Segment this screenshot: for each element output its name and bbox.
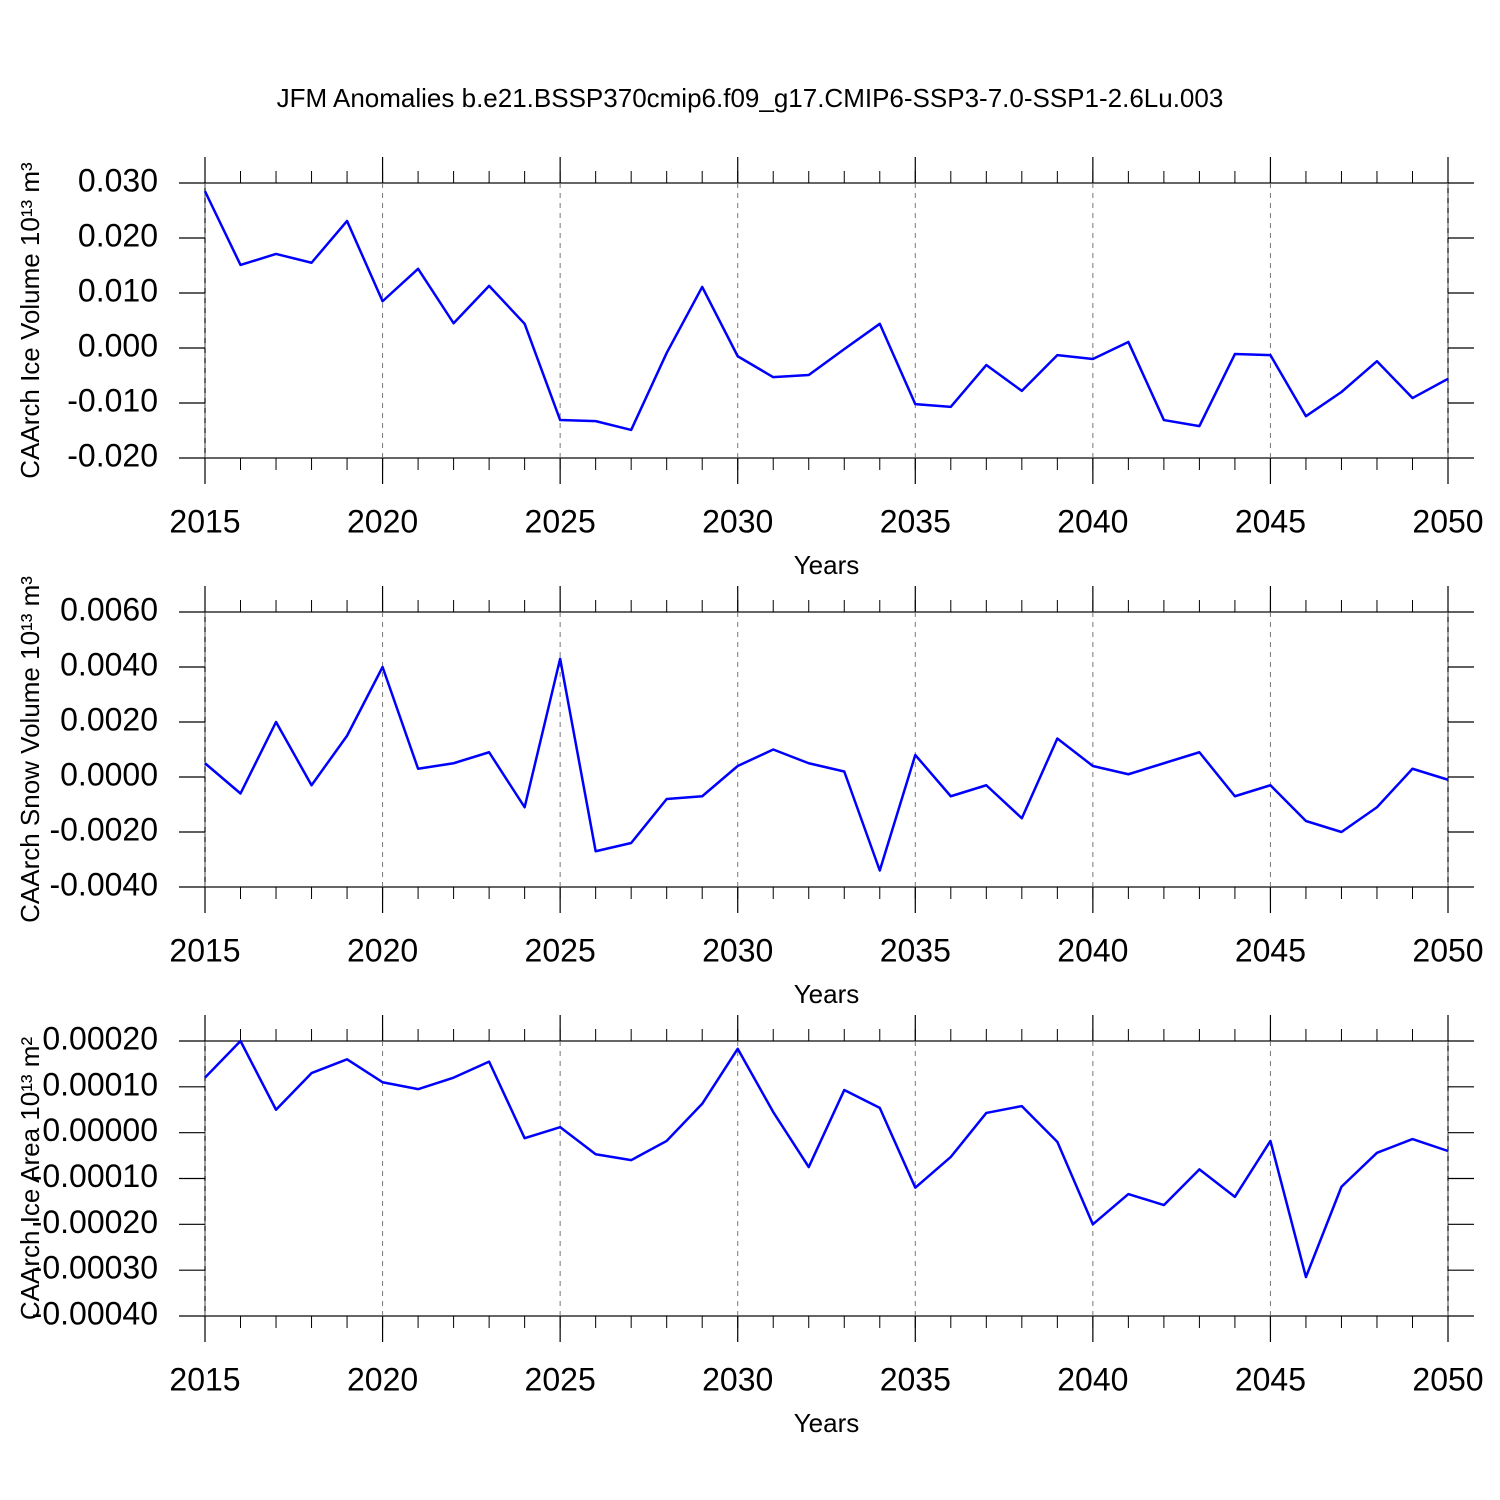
y-tick-label: 0.0040: [60, 646, 158, 682]
x-tick-label: 2030: [702, 503, 773, 539]
x-tick-label: 2035: [880, 1361, 951, 1397]
y-axis-label: CAArch Ice Area 10¹³ m²: [15, 1037, 45, 1321]
x-tick-label: 2050: [1412, 932, 1483, 968]
x-tick-label: 2040: [1057, 932, 1128, 968]
x-tick-label: 2045: [1235, 503, 1306, 539]
y-tick-label: 0.00020: [42, 1020, 158, 1056]
y-tick-label: -0.010: [67, 382, 158, 418]
y-tick-label: 0.0060: [60, 591, 158, 627]
data-line: [204, 657, 1449, 872]
x-tick-label: 2035: [880, 503, 951, 539]
x-tick-label: 2025: [525, 932, 596, 968]
y-tick-label: 0.020: [78, 217, 158, 253]
x-tick-label: 2035: [880, 932, 951, 968]
x-tick-label: 2030: [702, 932, 773, 968]
x-tick-label: 2025: [525, 503, 596, 539]
figure-title: JFM Anomalies b.e21.BSSP370cmip6.f09_g17…: [277, 83, 1224, 113]
x-tick-label: 2045: [1235, 1361, 1306, 1397]
y-tick-label: -0.0040: [49, 866, 158, 902]
y-tick-label: 0.010: [78, 272, 158, 308]
data-line: [203, 190, 1449, 432]
y-tick-label: -0.020: [67, 437, 158, 473]
x-tick-label: 2040: [1057, 1361, 1128, 1397]
x-tick-label: 2020: [347, 932, 418, 968]
y-axis-label: CAArch Ice Volume 10¹³ m³: [15, 162, 45, 479]
y-tick-label: -0.00020: [32, 1204, 158, 1240]
y-tick-label: 0.030: [78, 162, 158, 198]
y-tick-label: 0.00000: [42, 1112, 158, 1148]
plot-frame: [204, 182, 1449, 459]
x-tick-label: 2020: [347, 503, 418, 539]
y-tick-label: 0.00010: [42, 1066, 158, 1102]
x-tick-label: 2015: [169, 1361, 240, 1397]
y-tick-label: -0.00010: [32, 1158, 158, 1194]
y-tick-label: 0.0020: [60, 701, 158, 737]
y-tick-label: 0.0000: [60, 756, 158, 792]
plot-frame: [204, 611, 1449, 888]
x-axis-label: Years: [794, 979, 860, 1009]
y-tick-label: -0.0020: [49, 811, 158, 847]
x-tick-label: 2020: [347, 1361, 418, 1397]
x-tick-label: 2015: [169, 932, 240, 968]
y-tick-label: -0.00030: [32, 1250, 158, 1286]
x-tick-label: 2040: [1057, 503, 1128, 539]
x-tick-label: 2050: [1412, 503, 1483, 539]
y-tick-label: 0.000: [78, 327, 158, 363]
x-tick-label: 2050: [1412, 1361, 1483, 1397]
y-axis-label: CAArch Snow Volume 10¹³ m³: [15, 576, 45, 923]
x-tick-label: 2015: [169, 503, 240, 539]
x-axis-label: Years: [794, 1408, 860, 1438]
data-line: [204, 1039, 1449, 1279]
x-tick-label: 2025: [525, 1361, 596, 1397]
x-tick-label: 2045: [1235, 932, 1306, 968]
y-tick-label: -0.00040: [32, 1295, 158, 1331]
x-axis-label: Years: [794, 550, 860, 580]
x-tick-label: 2030: [702, 1361, 773, 1397]
